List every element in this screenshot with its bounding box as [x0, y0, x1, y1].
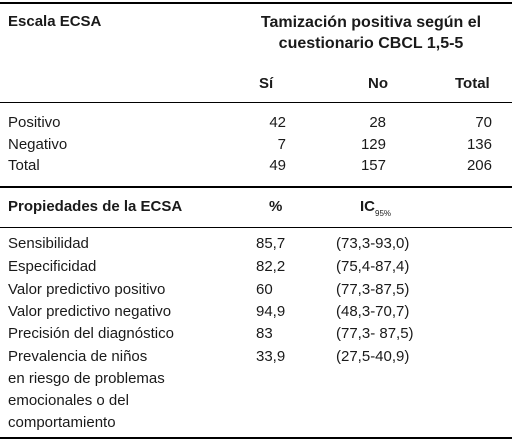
property-label-line: Prevalencia de niños	[8, 348, 148, 365]
cell-total: 136	[466, 136, 492, 153]
col-header-ic: IC95%	[360, 198, 392, 218]
col-header-percent: %	[269, 198, 283, 215]
property-label: Valor predictivo positivo	[8, 281, 166, 298]
cell-si: 7	[277, 136, 286, 153]
property-ci: (73,3-93,0)	[336, 235, 410, 252]
cell-no: 28	[369, 114, 386, 131]
cell-no: 129	[360, 136, 386, 153]
bottom-rule	[0, 437, 512, 439]
top-rule	[0, 2, 512, 4]
property-label: Especificidad	[8, 258, 97, 275]
row-label: Negativo	[8, 136, 68, 153]
cell-total: 206	[466, 157, 492, 174]
property-label-line: comportamiento	[8, 414, 116, 431]
properties-header-rule	[0, 227, 512, 228]
col-header-no: No	[368, 75, 388, 92]
property-label-line: emocionales o del	[8, 392, 129, 409]
screening-heading-line1: Tamización positiva según el	[260, 14, 482, 31]
scale-label: Escala ECSA	[8, 13, 102, 30]
row-label: Total	[8, 157, 40, 174]
property-percent: 85,7	[256, 235, 286, 252]
properties-heading: Propiedades de la ECSA	[8, 198, 183, 215]
property-percent: 83	[256, 325, 273, 342]
property-label: Valor predictivo negativo	[8, 303, 172, 320]
cell-si: 49	[269, 157, 286, 174]
property-ci: (27,5-40,9)	[336, 348, 410, 365]
screening-heading-line2: cuestionario CBCL 1,5-5	[278, 35, 464, 52]
property-percent: 82,2	[256, 258, 286, 275]
col-header-si: Sí	[259, 75, 274, 92]
cell-no: 157	[360, 157, 386, 174]
property-ci: (77,3- 87,5)	[336, 325, 414, 342]
property-label: Sensibilidad	[8, 235, 89, 252]
property-label: Precisión del diagnóstico	[8, 325, 174, 342]
property-percent: 33,9	[256, 348, 286, 365]
property-percent: 60	[256, 281, 273, 298]
property-ci: (75,4-87,4)	[336, 258, 410, 275]
header-rule	[0, 102, 512, 103]
cell-total: 70	[475, 114, 492, 131]
ic-subscript: 95%	[375, 209, 392, 218]
cell-si: 42	[269, 114, 286, 131]
property-ci: (48,3-70,7)	[336, 303, 410, 320]
row-label: Positivo	[8, 114, 61, 131]
col-header-total: Total	[455, 75, 490, 92]
section-rule	[0, 186, 512, 188]
property-percent: 94,9	[256, 303, 286, 320]
property-ci: (77,3-87,5)	[336, 281, 410, 298]
property-label-line: en riesgo de problemas	[8, 370, 165, 387]
